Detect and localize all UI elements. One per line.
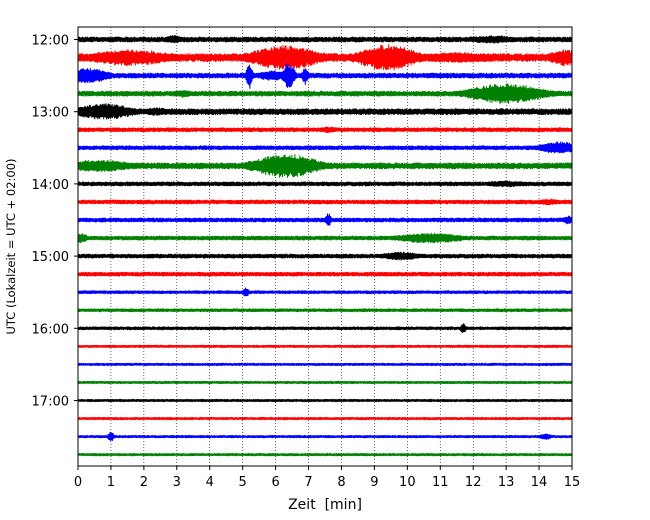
x-tick-label: 15 bbox=[564, 475, 581, 490]
trace-line bbox=[77, 452, 573, 457]
grid-lines bbox=[110, 27, 540, 466]
x-axis-ticks: 0 1 2 3 4 5 6 7 8 9 10 11 12 13 14 15 bbox=[74, 466, 580, 490]
trace-line bbox=[77, 126, 573, 134]
trace-line bbox=[77, 287, 573, 297]
trace-group bbox=[77, 35, 573, 457]
x-tick-label: 13 bbox=[498, 475, 515, 490]
x-tick-label: 4 bbox=[206, 475, 214, 490]
trace-line bbox=[77, 103, 573, 120]
trace-line bbox=[77, 35, 573, 44]
x-tick-label: 1 bbox=[107, 475, 115, 490]
trace-line bbox=[77, 416, 573, 421]
x-tick-label: 12 bbox=[465, 475, 482, 490]
x-tick-label: 3 bbox=[173, 475, 181, 490]
x-tick-label: 2 bbox=[140, 475, 148, 490]
x-tick-label: 7 bbox=[304, 475, 312, 490]
x-tick-label: 9 bbox=[370, 475, 378, 490]
y-axis-label: UTC (Lokalzeit = UTC + 02:00) bbox=[4, 158, 18, 334]
x-tick-label: 6 bbox=[271, 475, 279, 490]
y-tick-label: 17:00 bbox=[32, 395, 69, 410]
x-tick-label: 5 bbox=[239, 475, 247, 490]
trace-line bbox=[77, 63, 573, 89]
trace-line bbox=[77, 198, 573, 206]
trace-line bbox=[77, 213, 573, 226]
trace-line bbox=[77, 44, 573, 71]
trace-line bbox=[77, 344, 573, 349]
y-tick-label: 13:00 bbox=[32, 106, 69, 121]
trace-line bbox=[77, 251, 573, 261]
trace-line bbox=[77, 180, 573, 188]
x-axis-label: Zeit [min] bbox=[288, 497, 362, 513]
y-tick-label: 15:00 bbox=[32, 250, 69, 265]
trace-line bbox=[77, 323, 573, 334]
trace-line bbox=[77, 232, 573, 244]
trace-line bbox=[77, 271, 573, 277]
trace-line bbox=[77, 83, 573, 105]
y-axis-ticks: 12:00 13:00 14:00 15:00 16:00 17:00 bbox=[32, 34, 78, 410]
x-tick-label: 14 bbox=[531, 475, 548, 490]
y-tick-label: 12:00 bbox=[32, 34, 69, 49]
trace-line bbox=[77, 380, 573, 385]
trace-line bbox=[77, 154, 573, 178]
trace-line bbox=[77, 398, 573, 403]
x-tick-label: 10 bbox=[399, 475, 416, 490]
trace-line bbox=[77, 362, 573, 367]
x-tick-label: 11 bbox=[432, 475, 449, 490]
plot-frame bbox=[77, 26, 573, 467]
trace-line bbox=[77, 141, 573, 154]
trace-line bbox=[77, 431, 573, 442]
y-tick-label: 14:00 bbox=[32, 178, 69, 193]
y-tick-label: 16:00 bbox=[32, 322, 69, 337]
trace-line bbox=[77, 308, 573, 313]
x-tick-label: 8 bbox=[337, 475, 345, 490]
x-tick-label: 0 bbox=[74, 475, 82, 490]
